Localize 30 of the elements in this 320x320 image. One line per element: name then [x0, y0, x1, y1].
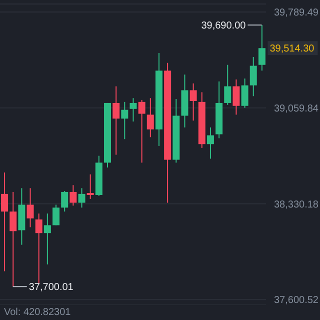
- y-tick-label: 37,600.52: [274, 295, 319, 306]
- annotation: 37,700.01: [28, 282, 74, 294]
- candlestick: [146, 98, 154, 138]
- candlestick: [206, 126, 214, 160]
- text: Vol: 420.82301: [4, 307, 71, 318]
- candlestick: [78, 188, 86, 208]
- candlestick: [52, 204, 60, 226]
- candlestick: [86, 174, 94, 200]
- text: 39,514.30: [270, 44, 315, 55]
- candlestick: [130, 98, 137, 122]
- candlestick: [241, 78, 248, 108]
- candlestick: [224, 64, 232, 106]
- candlestick: [35, 213, 42, 284]
- candlestick: [232, 78, 240, 116]
- y-tick-label: 38,330.18: [274, 199, 319, 210]
- candlestick: [138, 99, 146, 164]
- candlestick: [26, 188, 34, 228]
- candlestick: [190, 82, 197, 122]
- y-tick-label: 39,789.49: [274, 8, 319, 19]
- candlestick: [70, 184, 77, 206]
- candlestick: [112, 86, 120, 156]
- candlestick: [44, 213, 51, 265]
- candlestick: [258, 24, 266, 72]
- candlestick: [10, 191, 17, 288]
- candlestick: [121, 101, 128, 140]
- candlestick: [1, 172, 8, 272]
- y-tick-label: 39,059.84: [274, 103, 319, 114]
- candlestick: [61, 190, 68, 212]
- candlestick: [250, 56, 257, 97]
- annotation: 39,690.00: [201, 20, 246, 32]
